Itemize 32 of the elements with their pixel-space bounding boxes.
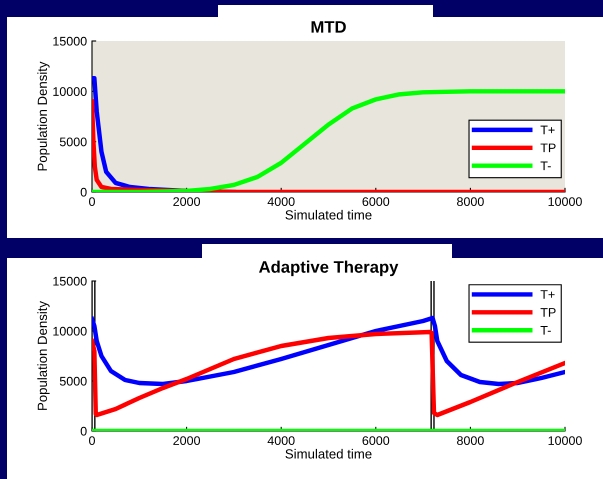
x-tick-label: 0 <box>89 197 95 206</box>
x-tick-label: 10000 <box>548 436 582 446</box>
y-tick-label: 5000 <box>60 376 87 386</box>
legend-label: T+ <box>540 290 555 299</box>
x-tick-label: 0 <box>89 436 95 446</box>
x-tick-label: 8000 <box>457 436 484 446</box>
chart-title: Adaptive Therapy <box>258 260 398 276</box>
legend-label: T- <box>540 326 551 335</box>
x-axis-title: Simulated time <box>285 448 372 459</box>
legend-label: T+ <box>540 126 555 134</box>
legend-label: TP <box>540 308 556 317</box>
y-tick-label: 15000 <box>53 36 87 46</box>
y-tick-label: 0 <box>80 188 87 197</box>
x-tick-label: 2000 <box>173 197 200 206</box>
y-tick-label: 10000 <box>53 326 87 336</box>
y-tick-label: 15000 <box>53 276 87 286</box>
y-axis-title: Population Density <box>37 62 50 170</box>
x-tick-label: 6000 <box>362 436 390 446</box>
legend-label: T- <box>540 161 551 170</box>
x-axis-title: Simulated time <box>285 210 372 220</box>
legend-label: TP <box>540 144 556 152</box>
x-tick-label: 2000 <box>173 436 200 446</box>
x-tick-label: 8000 <box>457 197 484 206</box>
chart-title: MTD <box>312 21 346 33</box>
x-tick-label: 4000 <box>268 197 295 206</box>
y-tick-label: 0 <box>80 426 87 436</box>
x-tick-label: 10000 <box>548 197 582 206</box>
x-tick-label: 4000 <box>268 436 295 446</box>
y-tick-label: 5000 <box>60 137 87 146</box>
y-tick-label: 10000 <box>53 87 87 96</box>
x-tick-label: 6000 <box>362 197 390 206</box>
y-axis-title: Population Density <box>37 301 50 410</box>
